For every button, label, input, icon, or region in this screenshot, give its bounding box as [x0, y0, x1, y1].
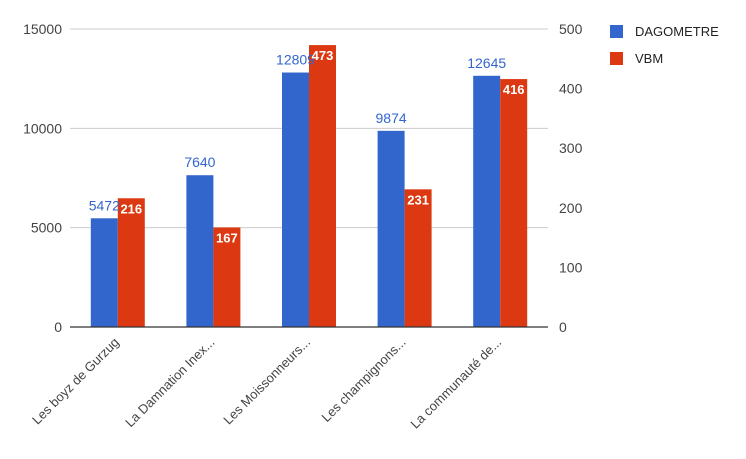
data-label-dagometre: 7640 [184, 154, 215, 170]
data-label-dagometre: 12645 [467, 55, 506, 71]
right-axis-tick-label: 400 [559, 81, 583, 97]
data-label-vbm: 216 [120, 201, 142, 216]
data-label-vbm: 416 [503, 82, 525, 97]
data-label-dagometre: 5472 [89, 197, 120, 213]
legend-label: VBM [635, 51, 663, 66]
bar-dagometre [90, 218, 118, 327]
right-axis-tick-label: 0 [559, 319, 567, 335]
legend-label: DAGOMETRE [635, 24, 719, 39]
category-label: Les boyz de Gurzug [29, 335, 122, 428]
right-axis-tick-label: 100 [559, 259, 583, 275]
category-label: La Damnation Inex... [122, 335, 217, 430]
category-label: La communauté de... [407, 335, 504, 432]
legend-swatch [610, 52, 623, 65]
bar-dagometre [186, 175, 214, 327]
left-axis-tick-label: 10000 [23, 120, 62, 136]
data-label-dagometre: 9874 [376, 110, 407, 126]
legend: DAGOMETRE VBM [610, 24, 719, 66]
bars [90, 45, 528, 328]
right-axis-tick-label: 300 [559, 140, 583, 156]
data-label-dagometre: 12809 [276, 52, 315, 68]
data-label-vbm: 167 [216, 230, 238, 245]
right-axis-tick-label: 500 [559, 21, 583, 37]
legend-swatch [610, 25, 623, 38]
bar-vbm [213, 227, 241, 327]
bar-dagometre [473, 75, 501, 327]
category-label: Les Moissonneurs... [220, 335, 313, 428]
bar-vbm [309, 45, 336, 327]
left-axis-tick-label: 15000 [23, 21, 62, 37]
data-label-vbm: 473 [312, 48, 334, 63]
left-axis-tick-label: 5000 [31, 220, 62, 236]
bar-vbm [500, 79, 528, 328]
bar-vbm [117, 198, 145, 327]
bar-dagometre [377, 130, 405, 327]
category-label: Les champignons... [318, 335, 408, 425]
left-axis-tick-label: 0 [54, 319, 62, 335]
bar-dagometre [282, 72, 309, 328]
data-label-vbm: 231 [407, 192, 429, 207]
right-axis-tick-label: 200 [559, 200, 583, 216]
bar-vbm [404, 189, 432, 327]
